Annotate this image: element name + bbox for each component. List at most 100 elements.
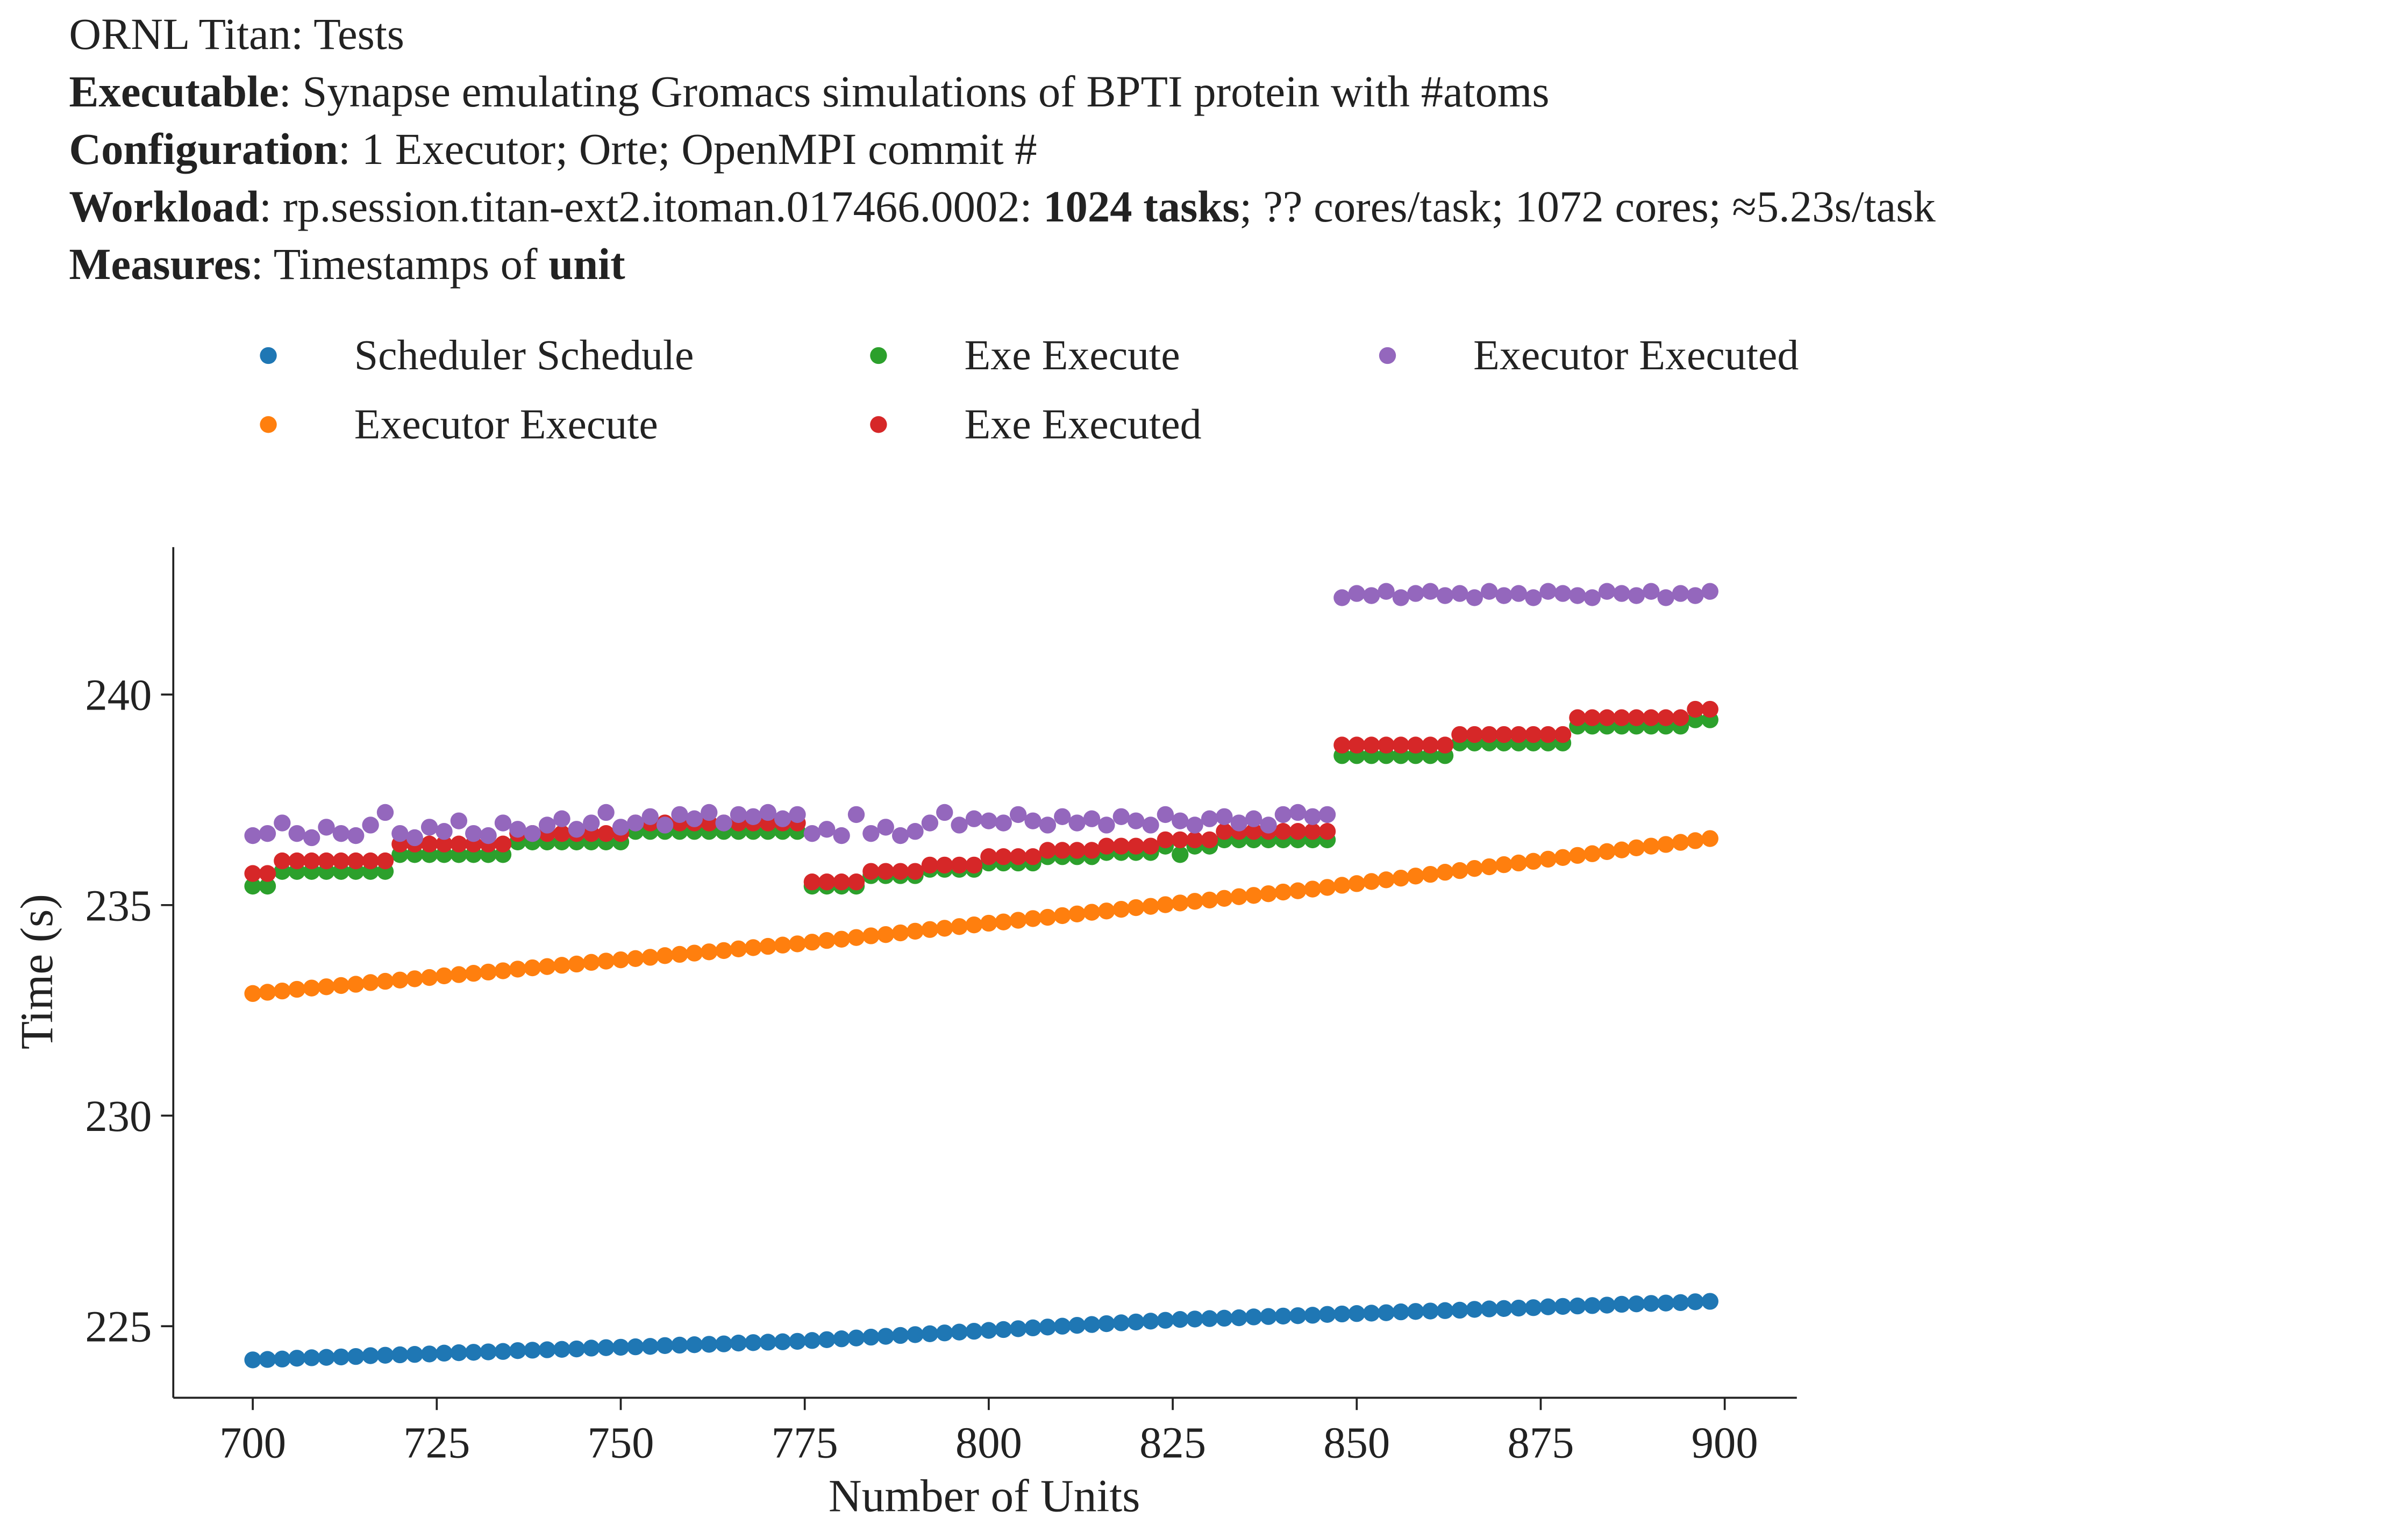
point (774, 936, 791, 954)
point (1451, 1301, 1468, 1319)
point (332, 1348, 350, 1366)
point (759, 937, 776, 955)
title-line: ORNL Titan: Tests (69, 9, 404, 59)
point (833, 873, 850, 891)
point (980, 1322, 997, 1339)
point (1245, 1308, 1262, 1326)
point (420, 819, 438, 836)
point (1628, 1295, 1645, 1313)
point (671, 806, 688, 823)
point (1554, 849, 1572, 866)
point (259, 825, 276, 842)
title-segment: Executable (69, 67, 279, 116)
title-segment: 1024 tasks (1043, 182, 1239, 231)
point (907, 863, 924, 880)
point (1348, 736, 1365, 754)
point (274, 1350, 291, 1368)
point (1392, 736, 1410, 754)
point (1378, 871, 1395, 889)
point (436, 1344, 453, 1362)
point (995, 913, 1012, 930)
x-axis-label: Number of Units (829, 1470, 1140, 1521)
point (1436, 736, 1454, 754)
point (641, 949, 659, 966)
series-points (244, 583, 1718, 847)
point (862, 927, 880, 944)
point (1687, 700, 1704, 718)
point (1510, 854, 1528, 872)
point (1098, 1315, 1115, 1333)
point (995, 1321, 1012, 1338)
title-segment: Configuration (69, 124, 338, 174)
point (597, 825, 615, 842)
point (980, 812, 997, 829)
point (936, 1324, 953, 1342)
point (774, 810, 791, 827)
point (847, 1329, 865, 1346)
point (951, 816, 968, 834)
point (1201, 1310, 1218, 1327)
point (1480, 858, 1498, 876)
point (891, 1327, 909, 1344)
point (347, 852, 365, 870)
title-line: Configuration: 1 Executor; Orte; OpenMPI… (69, 124, 1037, 174)
point (818, 873, 836, 891)
point (1422, 1302, 1439, 1320)
point (907, 922, 924, 940)
point (1378, 583, 1395, 600)
legend-label: Exe Executed (965, 400, 1202, 448)
point (1362, 587, 1380, 604)
title-line: Workload: rp.session.titan-ext2.itoman.0… (69, 182, 1936, 231)
point (376, 972, 394, 990)
point (847, 873, 865, 891)
point (1407, 585, 1424, 602)
point (995, 814, 1012, 832)
title-line: Executable: Synapse emulating Gromacs si… (69, 67, 1549, 116)
point (1009, 1320, 1027, 1337)
point (274, 814, 291, 832)
point (244, 827, 261, 844)
point (1157, 831, 1174, 849)
point (936, 920, 953, 937)
point (965, 856, 983, 874)
point (1039, 816, 1057, 834)
point (597, 804, 615, 821)
point (1643, 709, 1660, 726)
point (288, 1350, 305, 1367)
point (303, 1349, 320, 1366)
point (480, 963, 497, 981)
point (288, 825, 305, 842)
point (1657, 1294, 1674, 1312)
point (1289, 1307, 1307, 1324)
point (509, 1342, 526, 1359)
point (1083, 842, 1101, 859)
point (436, 967, 453, 985)
point (1348, 585, 1365, 602)
point (1451, 862, 1468, 879)
point (1687, 832, 1704, 849)
legend-label: Scheduler Schedule (354, 332, 694, 379)
point (1230, 1309, 1247, 1327)
point (362, 816, 379, 834)
point (1613, 1295, 1630, 1313)
point (862, 1328, 880, 1346)
point (1083, 904, 1101, 921)
point (1510, 1299, 1528, 1317)
point (524, 1342, 541, 1359)
point (1362, 1305, 1380, 1322)
point (1068, 905, 1086, 922)
point (244, 985, 261, 1002)
point (318, 1349, 335, 1366)
point (656, 1337, 674, 1354)
point (1172, 846, 1189, 863)
point (1068, 814, 1086, 832)
point (538, 1341, 556, 1358)
point (686, 944, 703, 962)
point (347, 1348, 365, 1365)
point (965, 1322, 983, 1340)
point (538, 958, 556, 975)
point (745, 808, 762, 825)
legend-marker (870, 416, 887, 433)
point (1098, 902, 1115, 920)
